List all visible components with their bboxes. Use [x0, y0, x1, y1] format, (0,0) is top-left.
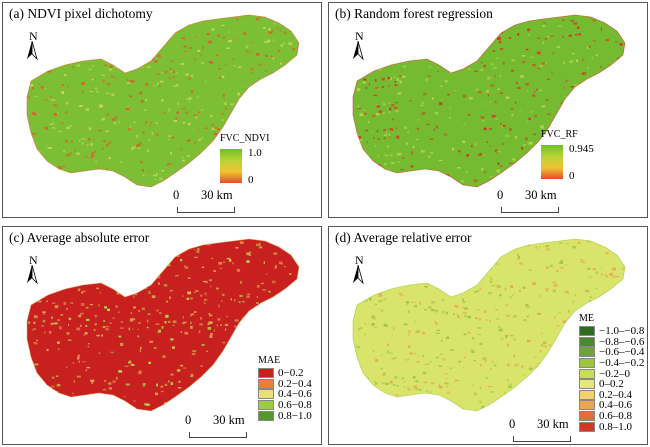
- legend-item: −0.6–−0.4: [579, 346, 645, 359]
- legend-item: 0.6–0.8: [579, 410, 644, 423]
- legend-mae: MAE 0−0.2 0.2−0.4 0.4−0.6 0.6−0.8 0.8−1.0: [258, 355, 312, 422]
- legend-swatch: [579, 347, 595, 358]
- legend-label: 0−0.2: [278, 367, 304, 380]
- legend-label: −0.8–−0.6: [599, 335, 645, 348]
- legend-item: −0.8–−0.6: [579, 335, 645, 348]
- map-region: [26, 14, 300, 188]
- north-arrow-icon: N: [351, 253, 371, 287]
- legend-label: −0.4–−0.2: [599, 357, 645, 370]
- legend-swatch: [579, 326, 595, 337]
- legend-label: 0.8–1.0: [599, 420, 632, 433]
- region-fill: [353, 239, 625, 411]
- legend-item: 0.8−1.0: [258, 409, 312, 422]
- region-fill: [353, 15, 625, 187]
- legend-item: 0–0.2: [579, 378, 644, 391]
- panel-random-forest-regression: (b) Random forest regression N FVC_RF 0.…: [328, 2, 648, 218]
- legend-item: 0.6−0.8: [258, 399, 312, 412]
- legend-swatch: [258, 410, 274, 421]
- legend-gradient-bar: [220, 149, 242, 183]
- legend-label: 0.4–0.6: [599, 399, 632, 412]
- region-fill: [27, 239, 299, 411]
- legend-item: −1.0–−0.8: [579, 325, 645, 338]
- panel-title: (b) Random forest regression: [335, 6, 493, 21]
- legend-swatch: [579, 421, 595, 432]
- legend-label: −0.6–−0.4: [599, 346, 645, 359]
- legend-swatch: [579, 336, 595, 347]
- legend-item: 0.2–0.4: [579, 388, 644, 401]
- panel-title: (a) NDVI pixel dichotomy: [9, 6, 153, 21]
- legend-swatch: [579, 379, 595, 390]
- legend-label: 0.8−1.0: [278, 409, 312, 422]
- legend-swatch: [258, 389, 274, 400]
- panel-average-absolute-error: (c) Average absolute error N MAE 0−0.2 0.…: [2, 226, 322, 445]
- scale-bar: 0 30 km: [509, 417, 599, 444]
- legend-item: 0−0.2: [258, 367, 312, 380]
- panel-average-relative-error: (d) Average relative error N ME −1.0–−0.…: [328, 226, 648, 445]
- legend-item: 0.8–1.0: [579, 420, 644, 433]
- legend-label: 0.6−0.8: [278, 399, 312, 412]
- legend-label: 0.2−0.4: [278, 377, 312, 390]
- map-region: [352, 14, 626, 188]
- legend-swatch: [258, 400, 274, 411]
- legend-item: 0.2−0.4: [258, 377, 312, 390]
- legend-label: 0–0.2: [599, 378, 624, 391]
- legend-swatch: [579, 400, 595, 411]
- panel-title: (c) Average absolute error: [9, 230, 150, 245]
- legend-label: 0.2–0.4: [599, 388, 632, 401]
- north-arrow-icon: N: [25, 253, 45, 287]
- legend-item: 0.4−0.6: [258, 388, 312, 401]
- legend-label: 0.4−0.6: [278, 388, 312, 401]
- legend-swatch: [579, 389, 595, 400]
- legend-item: 0.4–0.6: [579, 399, 644, 412]
- legend-gradient-bar: [541, 145, 563, 179]
- legend-item: −0.4–−0.2: [579, 357, 645, 370]
- legend-fvc-rf: FVC_RF 0.945 0: [541, 129, 594, 182]
- legend-swatch: [579, 368, 595, 379]
- legend-me: ME −1.0–−0.8 −0.8–−0.6 −0.6–−0.4 −0.4–−0.2−…: [579, 313, 645, 433]
- north-arrow-icon: N: [25, 29, 45, 63]
- north-arrow-icon: N: [351, 29, 371, 63]
- legend-label: 0.6–0.8: [599, 410, 632, 423]
- panel-ndvi-pixel-dichotomy: (a) NDVI pixel dichotomy N FVC_NDVI 1.0 …: [2, 2, 322, 218]
- legend-label: −1.0–−0.8: [599, 325, 645, 338]
- scale-bar: 0 30 km: [497, 188, 587, 216]
- scale-bar: 0 30 km: [185, 413, 275, 441]
- scale-bar: 0 30 km: [173, 188, 263, 216]
- legend-swatch: [258, 368, 274, 379]
- legend-swatch: [258, 378, 274, 389]
- legend-item: −0.2–0: [579, 367, 644, 380]
- panel-title: (d) Average relative error: [335, 230, 472, 245]
- legend-label: −0.2–0: [599, 367, 630, 380]
- legend-swatch: [579, 411, 595, 422]
- legend-fvc-ndvi: FVC_NDVI 1.0 0: [220, 133, 270, 186]
- legend-swatch: [579, 358, 595, 369]
